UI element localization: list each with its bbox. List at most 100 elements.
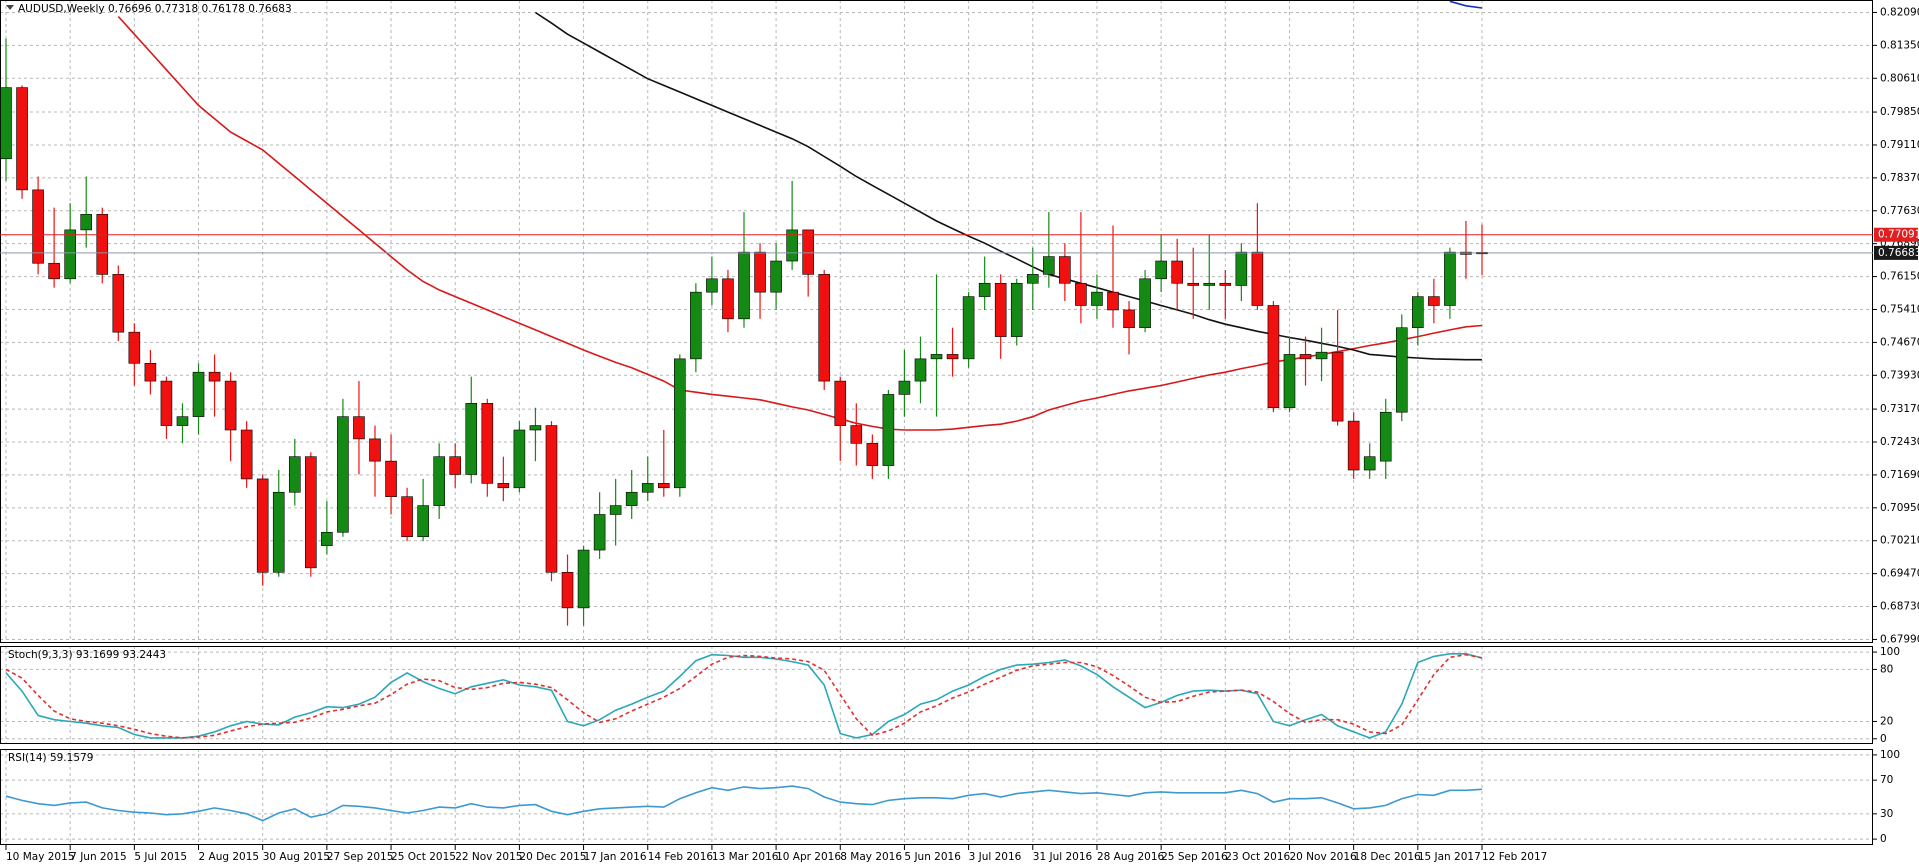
candle-body	[754, 251, 766, 293]
candle-body	[1059, 256, 1071, 284]
candle-body	[1219, 282, 1232, 286]
y-tick-label: 100	[1880, 646, 1900, 658]
candle-body	[0, 87, 12, 160]
candle-body	[946, 354, 959, 360]
x-tick-label: 27 Sep 2015	[327, 851, 394, 863]
candle-body	[625, 491, 638, 506]
candle-body	[1331, 351, 1344, 422]
candle-body	[401, 496, 413, 538]
candle-body	[545, 425, 558, 573]
x-tick-label: 23 Oct 2016	[1225, 851, 1290, 863]
candle-body	[417, 505, 429, 538]
x-tick-label: 2 Aug 2015	[199, 851, 260, 863]
candle-body	[978, 282, 991, 297]
candle-body	[449, 456, 462, 475]
candle-body	[305, 456, 317, 569]
candle-body	[609, 505, 622, 515]
x-tick-label: 25 Oct 2015	[391, 851, 456, 863]
y-tick-label: 30	[1880, 808, 1893, 820]
candle-body	[337, 416, 349, 533]
x-tick-label: 3 Jul 2016	[969, 851, 1022, 863]
x-tick-label: 15 Jan 2017	[1418, 851, 1481, 863]
candle-body	[1091, 291, 1103, 306]
y-tick-label: 100	[1880, 749, 1900, 761]
candle-body	[722, 278, 734, 320]
candle-body	[1203, 282, 1216, 286]
candle-body	[930, 354, 943, 360]
candle-body	[64, 229, 76, 280]
x-tick-label: 12 Feb 2017	[1482, 851, 1547, 863]
candle-body	[481, 403, 494, 484]
candle-body	[1347, 420, 1360, 471]
candle-body	[962, 296, 975, 360]
candle-body	[1315, 351, 1328, 360]
candle-body	[577, 549, 590, 609]
candle-body	[561, 571, 574, 609]
x-tick-label: 18 Dec 2016	[1354, 851, 1421, 863]
x-tick-label: 17 Jan 2016	[584, 851, 647, 863]
candle-body	[898, 380, 911, 395]
panel-frame	[0, 0, 1873, 643]
candle-body	[706, 278, 718, 293]
candle-body	[465, 403, 478, 475]
x-tick-label: 30 Aug 2015	[263, 851, 330, 863]
x-tick-label: 10 Apr 2016	[776, 851, 841, 863]
candle-body	[1412, 296, 1424, 329]
candle-body	[593, 514, 606, 551]
candle-body	[786, 229, 798, 262]
candle-body	[1107, 291, 1119, 311]
candle-body	[1155, 260, 1167, 280]
y-tick-label: 80	[1880, 663, 1893, 675]
x-tick-label: 22 Nov 2015	[455, 851, 522, 863]
candle-body	[1235, 251, 1248, 286]
price-label: 0.77091	[1878, 229, 1919, 241]
candle-body	[497, 483, 510, 489]
y-tick-label: 70	[1880, 774, 1893, 786]
candle-body	[690, 291, 702, 360]
candle-body	[994, 282, 1007, 337]
x-tick-label: 14 Feb 2016	[648, 851, 714, 863]
candle-body	[818, 274, 831, 382]
y-tick-label: 20	[1880, 715, 1893, 727]
candle-body	[1251, 251, 1264, 306]
candle-body	[1187, 282, 1200, 286]
x-tick-label: 20 Dec 2015	[519, 851, 586, 863]
price-label-box	[1874, 227, 1918, 242]
candle-body	[272, 491, 285, 573]
candle-body	[1043, 256, 1055, 275]
candle-body	[433, 456, 445, 506]
candle-body	[256, 478, 269, 573]
line-series	[117, 15, 1483, 431]
line-series	[5, 785, 1483, 822]
panel-title: Stoch(9,3,3) 93.1699 93.2443	[8, 649, 166, 661]
candle-body	[1026, 274, 1039, 284]
candle-body	[1010, 282, 1023, 337]
candle-body	[850, 425, 863, 444]
candle-body	[1075, 282, 1087, 306]
candle-body	[288, 456, 301, 493]
candle-body	[529, 425, 542, 431]
candle-body	[1363, 456, 1376, 471]
panel-title: AUDUSD,Weekly 0.76696 0.77318 0.76178 0.…	[18, 3, 292, 15]
candle-body	[866, 443, 879, 466]
candle-body	[32, 189, 44, 264]
candle-body	[192, 371, 205, 417]
x-tick-label: 5 Jun 2016	[904, 851, 961, 863]
x-tick-label: 7 Jun 2015	[70, 851, 126, 863]
candle-body	[1299, 354, 1312, 360]
candle-body	[48, 262, 60, 280]
line-series	[534, 11, 1482, 361]
candle-body	[738, 251, 750, 320]
panel-frame	[0, 646, 1873, 744]
